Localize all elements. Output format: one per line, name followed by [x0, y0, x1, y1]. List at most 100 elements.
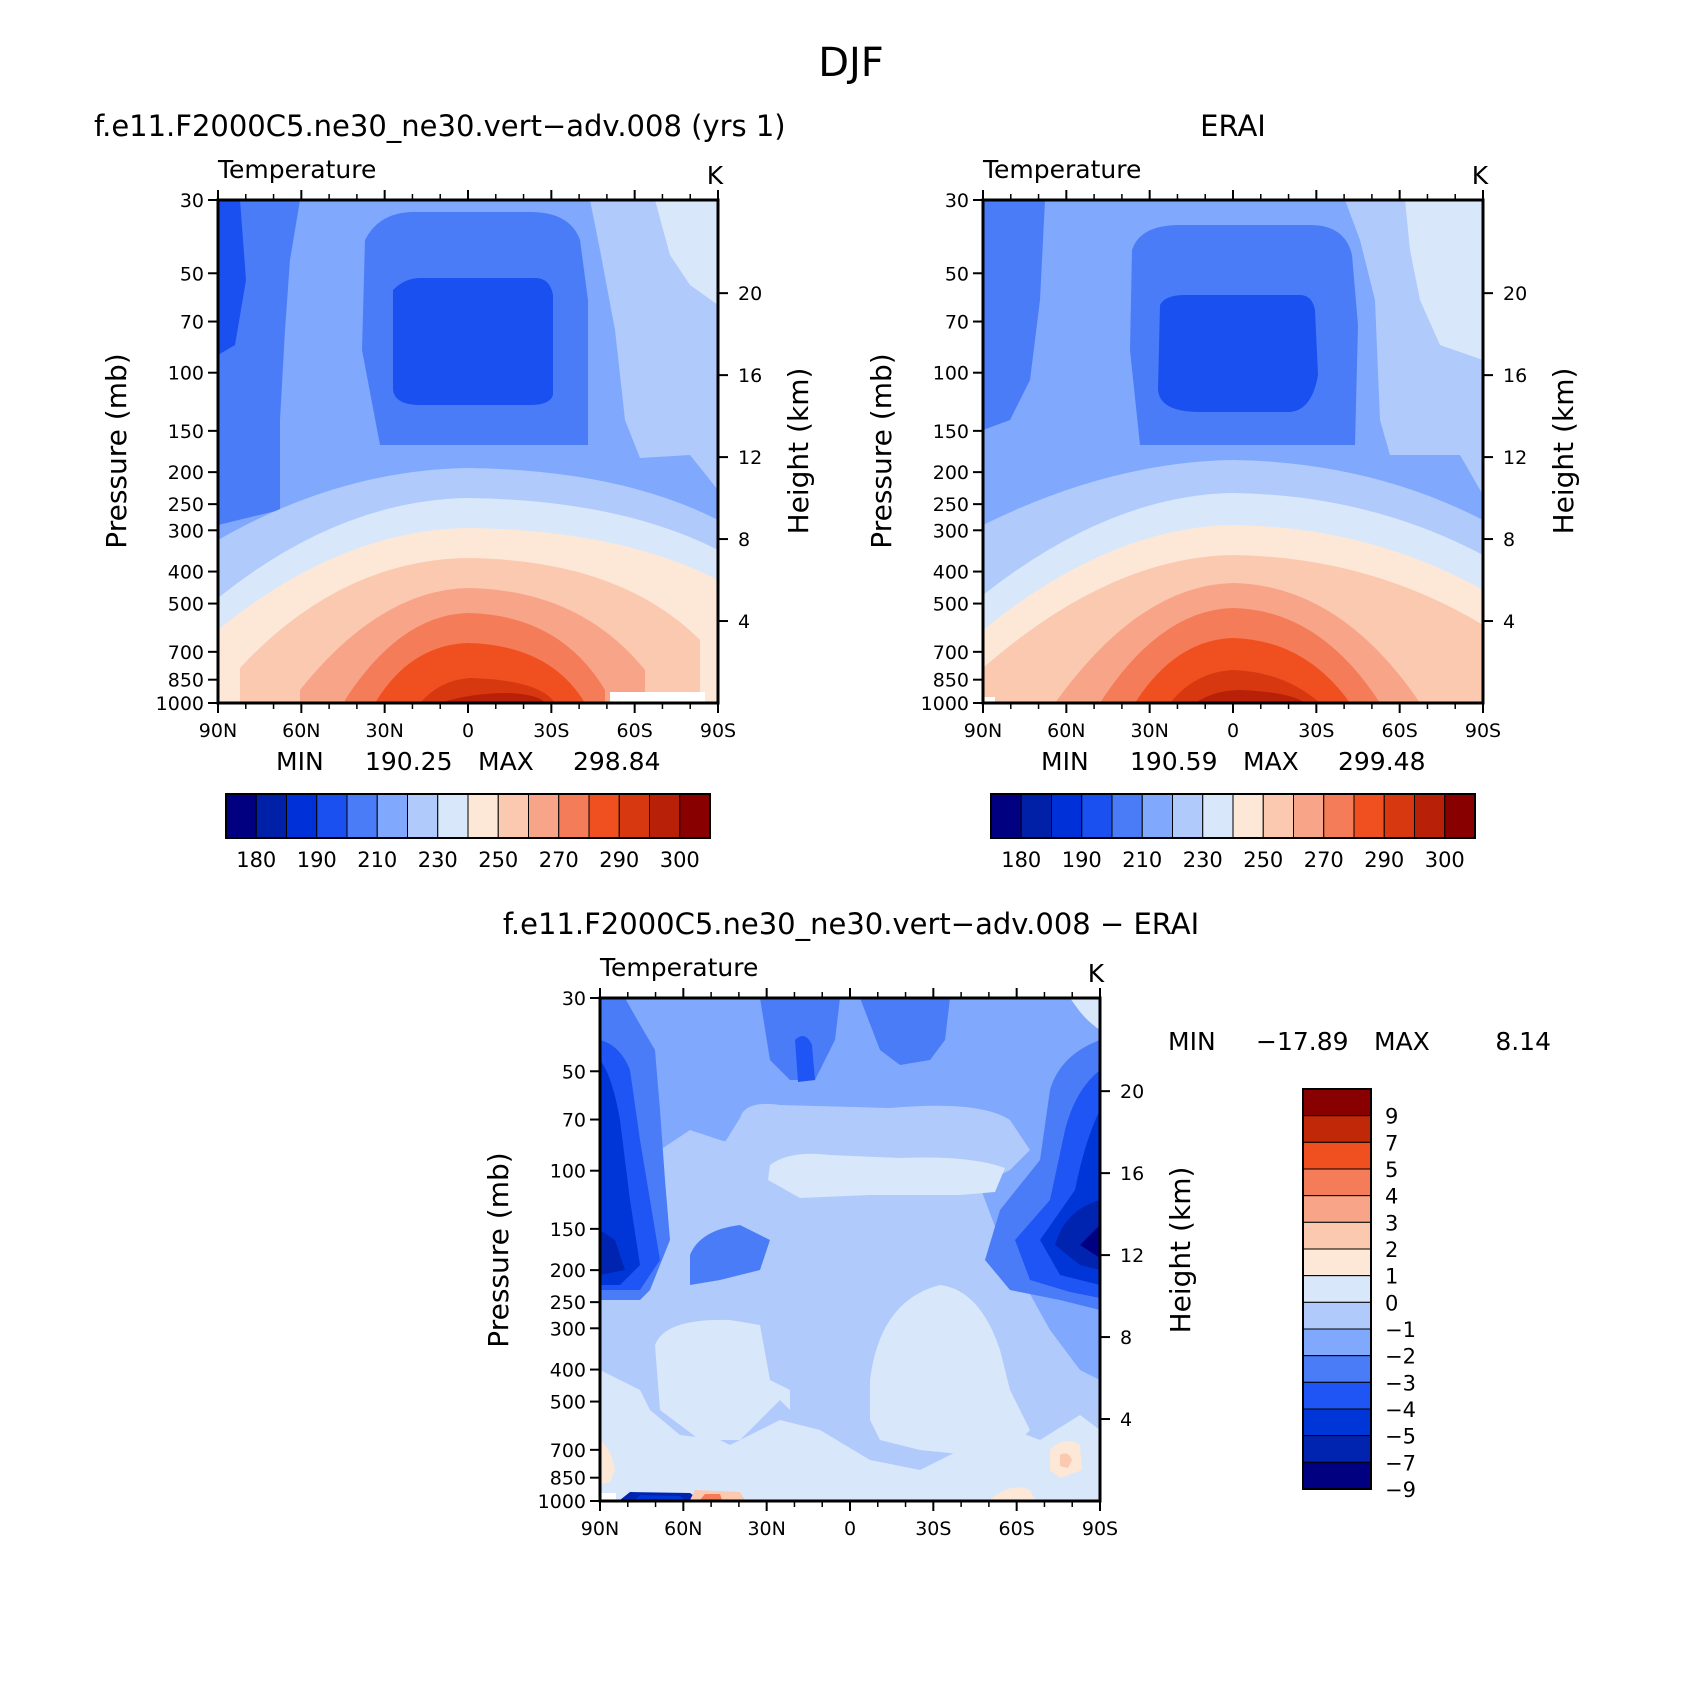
diff-colorbar-label: −4 — [1385, 1398, 1416, 1422]
diff-colorbar-swatch — [1302, 1435, 1372, 1463]
model-x-tick-label: 60N — [282, 720, 320, 742]
model-y-tick-label: 50 — [180, 263, 204, 285]
model-y-tick-label: 100 — [168, 363, 204, 385]
diff-min-value: −17.89 — [1256, 1027, 1349, 1056]
diff-y-tick-label: 700 — [550, 1440, 586, 1462]
model-x-tick-label: 0 — [462, 720, 474, 742]
model-colorbar-swatch — [376, 793, 408, 839]
model-colorbar-label: 190 — [297, 848, 337, 872]
obs-colorbar-swatch — [1383, 793, 1415, 839]
model-colorbar-swatch — [588, 793, 620, 839]
model-y-tick-label: 250 — [168, 494, 204, 516]
obs-x-tick-label: 60S — [1382, 720, 1418, 742]
diff-y-tick-label: 500 — [550, 1392, 586, 1414]
diff-colorbar-label: −1 — [1385, 1318, 1416, 1342]
obs-colorbar-label: 180 — [1001, 848, 1041, 872]
diff-y-tick-label: 100 — [550, 1161, 586, 1183]
obs-x-tick-label: 30N — [1130, 720, 1168, 742]
obs-max-label: MAX — [1243, 747, 1299, 776]
obs-colorbar-swatch — [1081, 793, 1113, 839]
obs-colorbar-label: 270 — [1304, 848, 1344, 872]
obs-y-tick-label: 30 — [945, 190, 969, 212]
obs-plot-title: Temperature — [982, 155, 1141, 184]
obs-colorbar-label: 300 — [1425, 848, 1465, 872]
obs-y-tick-label: 850 — [933, 670, 969, 692]
obs-y-tick-label: 250 — [933, 494, 969, 516]
obs-colorbar-swatch — [1353, 793, 1385, 839]
diff-x-tick-label: 60S — [999, 1518, 1035, 1540]
obs-colorbar: 180 190 210 230 250 270 290 300 — [990, 793, 1476, 872]
model-colorbar-label: 250 — [478, 848, 518, 872]
model-x-tick-label: 30N — [365, 720, 403, 742]
model-colorbar-label: 300 — [660, 848, 700, 872]
obs-y-tick-label: 50 — [945, 263, 969, 285]
obs-colorbar-label: 290 — [1364, 848, 1404, 872]
diff-y2-tick-label: 12 — [1120, 1245, 1144, 1267]
model-colorbar-frame — [225, 793, 711, 839]
obs-x-tick-label: 30S — [1298, 720, 1334, 742]
diff-x-tick-label: 60N — [664, 1518, 702, 1540]
model-colorbar-swatch — [649, 793, 681, 839]
obs-max-value: 299.48 — [1338, 747, 1425, 776]
obs-colorbar-swatch — [1414, 793, 1446, 839]
model-colorbar-swatch — [346, 793, 378, 839]
obs-colorbar-swatch — [1111, 793, 1143, 839]
model-y-tick-label: 700 — [168, 642, 204, 664]
model-max-value: 298.84 — [573, 747, 660, 776]
diff-y2-tick-label: 20 — [1120, 1081, 1144, 1103]
model-colorbar-label: 290 — [599, 848, 639, 872]
model-colorbar-swatch — [225, 793, 257, 839]
diff-x-tick-label: 30N — [747, 1518, 785, 1540]
obs-colorbar-label: 190 — [1062, 848, 1102, 872]
diff-units-label: K — [1088, 959, 1105, 988]
model-x-tick-label: 60S — [617, 720, 653, 742]
diff-x-tick-label: 30S — [915, 1518, 951, 1540]
model-y2-tick-label: 8 — [738, 529, 750, 551]
obs-min-label: MIN — [1041, 747, 1089, 776]
obs-colorbar-swatch — [1202, 793, 1234, 839]
diff-y-tick-label: 1000 — [538, 1491, 586, 1513]
obs-y-tick-label: 100 — [933, 363, 969, 385]
obs-x-tick-label: 90N — [964, 720, 1002, 742]
diff-colorbar-swatch — [1302, 1381, 1372, 1410]
diff-colorbar-swatch — [1302, 1195, 1372, 1223]
obs-y-tick-label: 1000 — [921, 693, 969, 715]
model-y-tick-label: 200 — [168, 462, 204, 484]
diff-colorbar-swatch — [1302, 1328, 1372, 1357]
diff-y2-tick-label: 4 — [1120, 1409, 1132, 1431]
model-contour-field — [218, 200, 718, 703]
model-colorbar-swatch — [618, 793, 650, 839]
diff-temperature-panel: Temperature K Pressure (mb) Height (km) … — [482, 953, 1551, 1540]
model-min-label: MIN — [276, 747, 324, 776]
diff-colorbar-label: 2 — [1385, 1238, 1398, 1262]
obs-y2-tick-label: 4 — [1503, 611, 1515, 633]
diff-x-tick-label: 90N — [581, 1518, 619, 1540]
obs-colorbar-swatch — [1020, 793, 1052, 839]
model-temperature-panel: Temperature K Pressure (mb) Height (km) … — [100, 155, 815, 872]
diff-y-tick-label: 850 — [550, 1468, 586, 1490]
model-y2-tick-label: 4 — [738, 611, 750, 633]
figure-title: DJF — [818, 40, 884, 86]
diff-y-tick-label: 70 — [562, 1110, 586, 1132]
diff-colorbar-label: −2 — [1385, 1345, 1416, 1369]
diff-contour-field — [600, 998, 1100, 1501]
diff-y-tick-label: 200 — [550, 1260, 586, 1282]
model-x-tick-label: 90S — [700, 720, 736, 742]
model-colorbar-swatch — [286, 793, 318, 839]
model-x-tick-label: 90N — [199, 720, 237, 742]
diff-colorbar-swatch — [1302, 1221, 1372, 1250]
model-colorbar-swatch — [558, 793, 590, 839]
model-colorbar-swatch — [255, 793, 287, 839]
diff-colorbar-swatch — [1302, 1461, 1372, 1490]
model-min-value: 190.25 — [365, 747, 452, 776]
obs-y2-tick-label: 16 — [1503, 365, 1527, 387]
model-colorbar-swatch — [679, 793, 711, 839]
diff-x-tick-label: 0 — [844, 1518, 856, 1540]
diff-colorbar-swatch — [1302, 1168, 1372, 1197]
diff-colorbar: 97 5 43 2 10 −1 −2−3 −4 −5−7 −9 — [1302, 1088, 1416, 1502]
model-colorbar-swatch — [407, 793, 439, 839]
model-y-tick-label: 70 — [180, 312, 204, 334]
